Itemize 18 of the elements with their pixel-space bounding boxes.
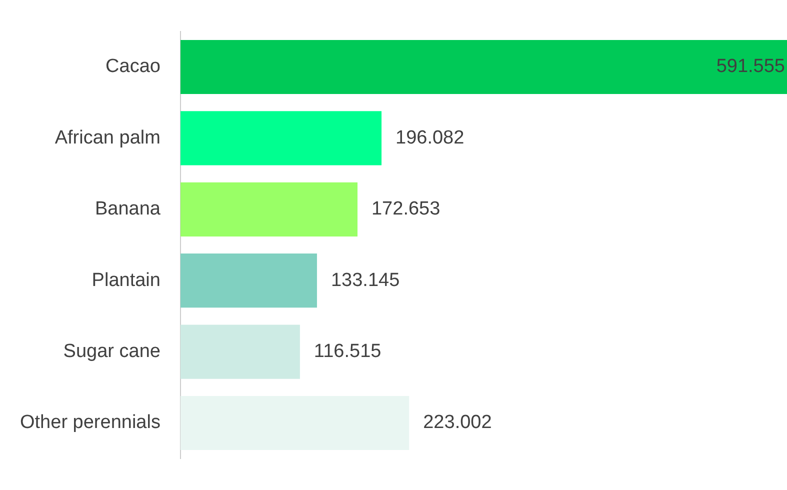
data-label: 133.145 — [330, 270, 400, 291]
y-tick-label: Other perennials — [20, 412, 160, 434]
y-tick-label: Plantain — [92, 270, 160, 291]
y-tick-label: Sugar cane — [63, 341, 160, 362]
bar — [180, 111, 382, 166]
bar — [180, 254, 317, 308]
data-label: 591.555 — [716, 56, 785, 78]
bar — [180, 324, 300, 379]
bar — [180, 182, 358, 236]
data-label: 172.653 — [371, 198, 440, 220]
y-tick-label: Banana — [94, 198, 161, 220]
data-label: 223.002 — [423, 412, 492, 434]
y-tick-label: Cacao — [106, 56, 160, 78]
bar — [180, 396, 410, 450]
data-label: 196.082 — [396, 127, 464, 148]
y-tick-label: African palm — [54, 127, 160, 148]
bar — [180, 40, 787, 94]
data-label: 116.515 — [314, 341, 382, 362]
